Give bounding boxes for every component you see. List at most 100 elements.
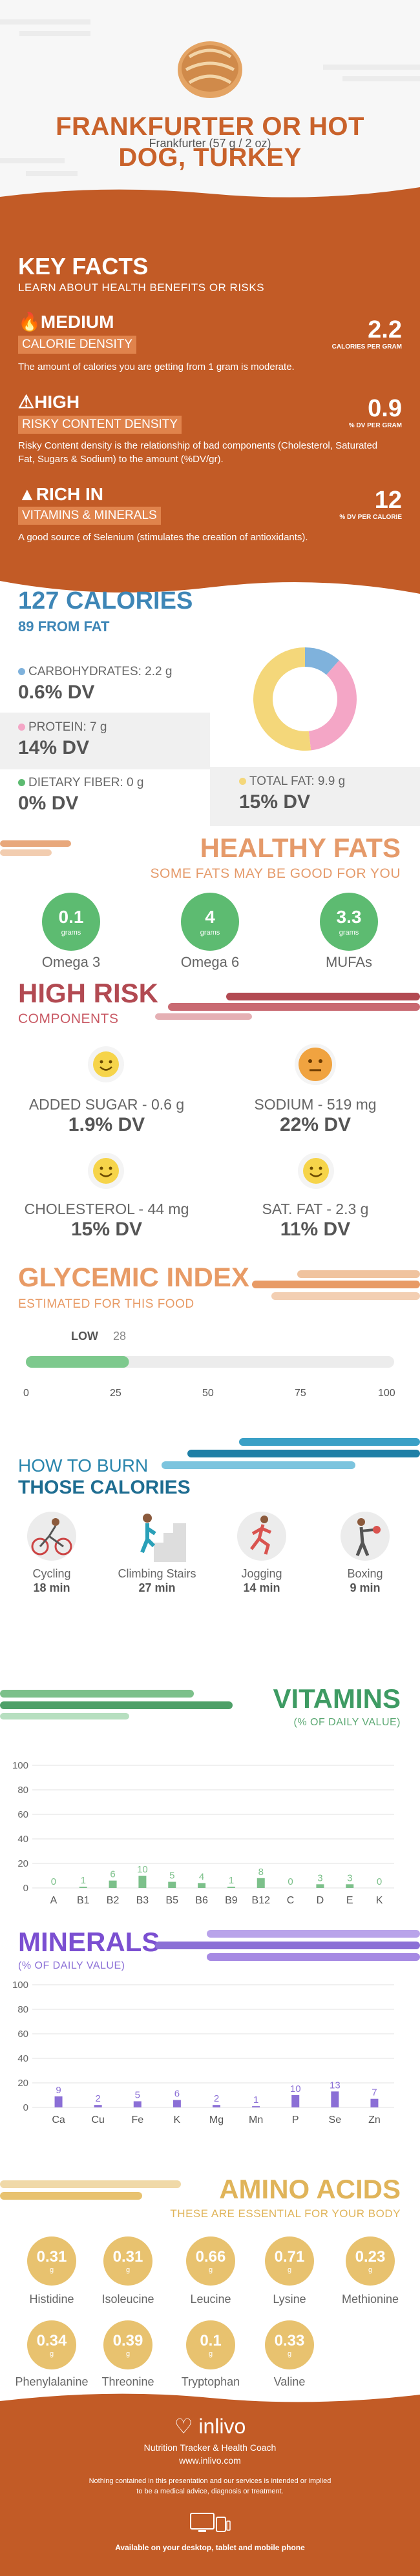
- glycemic-ticks: 0 25 50 75 100: [23, 1388, 395, 1402]
- footer-wave: [0, 2388, 420, 2402]
- protein-dot-icon: [18, 724, 25, 731]
- boxing-label: Boxing: [347, 1567, 383, 1580]
- vitamins-heading: VITAMINS: [273, 1683, 401, 1714]
- amino-stripes: [0, 2180, 181, 2200]
- healthy-fats-heading: HEALTHY FATS: [200, 833, 401, 863]
- vitamin-category-label: B5: [165, 1895, 178, 1906]
- methionine-badge: 0.23 g: [346, 2236, 395, 2286]
- key-facts-section: KEY FACTS LEARN ABOUT HEALTH BENEFITS OR…: [0, 213, 420, 613]
- mufas-badge: 3.3 grams: [320, 893, 378, 951]
- vitamin-bar: [198, 1883, 206, 1888]
- histidine-label: Histidine: [29, 2293, 74, 2306]
- burn-stripes: [162, 1438, 420, 1469]
- happy-face-icon: [88, 1046, 124, 1082]
- page-title: FRANKFURTER OR HOT DOG, TURKEY: [56, 112, 364, 172]
- jogging-time: 14 min: [243, 1581, 280, 1594]
- footer-url[interactable]: www.inlivo.com: [179, 2455, 241, 2466]
- vitamin-category-label: B12: [252, 1895, 271, 1906]
- sat-fat-label: SAT. FAT - 2.3 g: [262, 1201, 369, 1217]
- mineral-bar: [54, 2096, 63, 2107]
- healthy-fats-stripes: [0, 840, 71, 856]
- header: FRANKFURTER OR HOT DOG, TURKEY Frankfurt…: [0, 0, 420, 213]
- vitamin-y-tick: 100: [13, 1760, 28, 1771]
- key-facts-subheading: LEARN ABOUT HEALTH BENEFITS OR RISKS: [18, 281, 265, 294]
- donut-slice-fat: [253, 647, 311, 751]
- leucine-label: Leucine: [190, 2293, 231, 2306]
- vitamin-y-tick: 0: [23, 1883, 28, 1894]
- methionine-label: Methionine: [341, 2293, 399, 2306]
- high-risk-heading: HIGH RISK: [18, 978, 159, 1008]
- vitamin-category-label: B6: [195, 1895, 208, 1906]
- vitamin-bar: [109, 1880, 117, 1888]
- footer-disclaimer-1: Nothing contained in this presentation a…: [89, 2477, 331, 2485]
- calorie-density-desc: The amount of calories you are getting f…: [18, 361, 295, 372]
- stairs-icon: [140, 1514, 186, 1562]
- boxing-time: 9 min: [350, 1581, 381, 1594]
- mineral-bar: [291, 2095, 300, 2107]
- healthy-fats-subheading: SOME FATS MAY BE GOOD FOR YOU: [150, 866, 401, 881]
- glycemic-subheading: ESTIMATED FOR THIS FOOD: [18, 1297, 194, 1311]
- mineral-bar: [331, 2091, 339, 2107]
- risky-content-unit: % DV PER GRAM: [348, 422, 402, 429]
- mineral-y-tick: 100: [13, 1980, 28, 1991]
- key-facts-heading: KEY FACTS: [18, 253, 149, 279]
- vitamin-value-label: 4: [199, 1871, 204, 1882]
- amino-subheading: THESE ARE ESSENTIAL FOR YOUR BODY: [170, 2207, 401, 2220]
- mineral-value-label: 6: [174, 2089, 180, 2100]
- rich-in-level: ▲RICH IN: [18, 484, 103, 504]
- footer-tagline: Nutrition Tracker & Health Coach: [143, 2442, 277, 2453]
- risky-content-desc: Risky Content density is the relationshi…: [18, 440, 378, 465]
- sat-fat-dv: 11% DV: [280, 1219, 351, 1240]
- vitamin-category-label: B1: [77, 1895, 90, 1906]
- glycemic-value: 28: [113, 1330, 127, 1343]
- mineral-value-label: 1: [253, 2094, 258, 2105]
- tick-label: 25: [110, 1388, 121, 1399]
- threonine-label: Threonine: [101, 2375, 154, 2388]
- dietary-fiber-box: DIETARY FIBER: 0 g 0% DV: [0, 768, 210, 825]
- vitamin-value-label: 8: [258, 1867, 264, 1878]
- happy-face-icon: [88, 1153, 124, 1189]
- mineral-category-label: Zn: [368, 2115, 381, 2125]
- vitamin-bar: [79, 1887, 87, 1888]
- neutral-face-icon: [295, 1044, 336, 1085]
- mineral-category-label: Mg: [209, 2115, 224, 2125]
- calorie-density-unit: CALORIES PER GRAM: [331, 343, 402, 350]
- vitamin-category-label: B3: [136, 1895, 149, 1906]
- rich-in-desc: A good source of Selenium (stimulates th…: [18, 532, 308, 543]
- phenylalanine-badge: 0.34 g: [27, 2320, 76, 2369]
- minerals-subheading: (% OF DAILY VALUE): [18, 1960, 125, 1971]
- glycemic-scale-bar: [26, 1356, 394, 1368]
- mineral-value-label: 10: [290, 2084, 301, 2094]
- phenylalanine-label: Phenylalanine: [15, 2375, 89, 2388]
- mineral-value-label: 2: [214, 2093, 219, 2104]
- omega3-badge: 0.1 grams: [42, 893, 100, 951]
- histidine-badge: 0.31 g: [27, 2236, 76, 2286]
- vitamin-value-label: 5: [169, 1871, 174, 1881]
- lysine-badge: 0.71 g: [265, 2236, 314, 2286]
- mineral-category-label: Fe: [131, 2115, 143, 2125]
- mineral-category-label: Ca: [52, 2115, 65, 2125]
- mineral-value-label: 5: [135, 2090, 140, 2101]
- vitamin-value-label: 3: [317, 1872, 322, 1883]
- vitamin-value-label: 1: [229, 1875, 234, 1886]
- vitamin-y-tick: 60: [17, 1809, 28, 1820]
- leucine-badge: 0.66 g: [186, 2236, 235, 2286]
- vitamin-bar: [168, 1881, 176, 1888]
- mineral-category-label: Cu: [91, 2115, 104, 2125]
- vitamin-category-label: E: [346, 1895, 353, 1906]
- tick-label: 0: [23, 1388, 29, 1399]
- header-background: [0, 19, 420, 213]
- macro-donut-chart: [253, 647, 357, 751]
- mufas-label: MUFAs: [325, 954, 373, 970]
- mineral-value-label: 13: [330, 2080, 341, 2091]
- fat-calories-subheading: 89 FROM FAT: [18, 618, 110, 634]
- sodium-label: SODIUM - 519 mg: [254, 1096, 377, 1113]
- carbohydrates-box: CARBOHYDRATES: 2.2 g 0.6% DV: [0, 657, 213, 714]
- vitamin-y-tick: 80: [17, 1785, 28, 1796]
- tick-label: 50: [202, 1388, 214, 1399]
- risky-content-tag: RISKY CONTENT DENSITY: [18, 416, 182, 434]
- footer-available: Available on your desktop, tablet and mo…: [115, 2543, 305, 2552]
- vitamin-y-tick: 40: [17, 1834, 28, 1845]
- threonine-badge: 0.39 g: [103, 2320, 152, 2369]
- fiber-dot-icon: [18, 779, 25, 786]
